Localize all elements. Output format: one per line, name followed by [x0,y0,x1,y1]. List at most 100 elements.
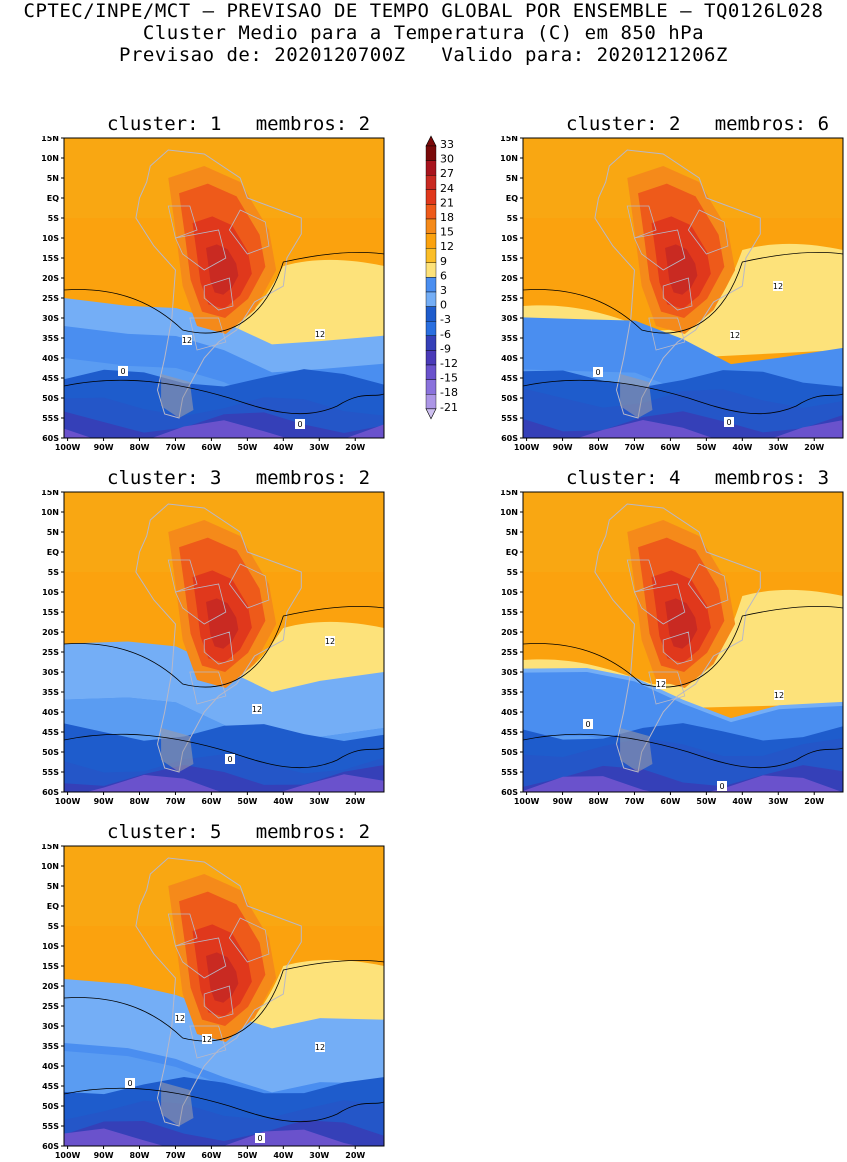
band-minus12-minus9 [64,1128,384,1146]
lon-label: 40W [273,443,293,452]
lon-label: 20W [804,443,824,452]
map-panel-1: 15N 10N 5N EQ 5S 10S 15S 20S 25S 30S 35S 40S 45S 50S 5… [41,136,385,452]
lon-label: 50W [237,443,257,452]
colorbar-swatch [425,277,437,293]
lat-label: 5S [507,214,519,223]
lon-label: 20W [804,797,824,806]
lat-label: 40S [42,1062,59,1071]
colorbar-label: 30 [440,153,454,166]
lat-label: 40S [42,708,59,717]
lon-label: 60W [201,1151,221,1160]
colorbar-label: -6 [440,328,451,341]
band-minus12-minus9 [523,420,843,438]
lat-label: 10N [500,508,518,517]
colorbar-label: 3 [440,284,447,297]
lat-label: 5S [507,568,519,577]
lat-label: 5N [47,882,59,891]
border-4 [626,205,657,239]
colorbar-swatch [425,379,437,395]
contour-label: 12 [773,282,783,291]
lat-label: 10S [501,588,518,597]
border-1 [633,229,686,271]
contour-label: 0 [719,782,724,791]
lat-label: 5N [47,174,59,183]
lat-label: 30S [42,668,59,677]
contour-0 [523,733,843,769]
contour-label-bg [717,781,727,791]
contour-0 [64,379,384,415]
lat-label: 50S [501,394,518,403]
colorbar-swatch [425,350,437,366]
panel-title-2: cluster: 2 membros: 6 [566,113,830,135]
lat-label: 5N [47,528,59,537]
contour-12 [523,252,843,334]
colorbar-label: -9 [440,342,451,355]
border-2 [648,317,686,351]
lat-label: 40S [501,708,518,717]
lon-label: 80W [130,1151,150,1160]
colorbar-label: -12 [440,357,458,370]
colorbar-bottom-arrow [425,408,437,420]
contour-label: 0 [726,418,731,427]
lat-label: 45S [42,1082,59,1091]
lat-label: EQ [47,548,59,557]
border-3 [228,209,270,255]
lat-label: 60S [501,788,518,797]
lat-label: 20S [42,628,59,637]
contour-12 [64,252,384,334]
lat-label: 50S [42,394,59,403]
lat-label: 40S [501,354,518,363]
lat-label: 45S [42,728,59,737]
patagonia [161,728,194,772]
map-frame [63,491,385,793]
lon-label: 70W [165,1151,185,1160]
lat-label: 20S [501,274,518,283]
lat-label: 35S [501,334,518,343]
border-0 [203,631,234,665]
lon-label: 80W [589,443,609,452]
lon-label: 80W [589,797,609,806]
colorbar-label: 21 [440,196,454,209]
lon-label: 90W [553,797,573,806]
header-line-3: Previsao de: 2020120700Z Valido para: 20… [119,44,728,66]
lon-label: 60W [201,443,221,452]
colorbar-swatch [425,175,437,191]
lat-label: 40S [42,354,59,363]
border-2 [189,1025,227,1059]
lat-label: 5N [506,174,518,183]
lat-label: 35S [42,688,59,697]
lat-label: 30S [501,314,518,323]
patagonia [161,1082,194,1126]
lat-label: 15S [42,962,59,971]
map-frame [63,137,385,439]
lon-label: 30W [768,443,788,452]
lat-label: 55S [501,414,518,423]
contour-label-bg [225,754,235,764]
colorbar-swatch [425,320,437,336]
lon-label: 80W [130,797,150,806]
contour-label-bg [315,329,325,339]
map-panel-4: 15N 10N 5N EQ 5S 10S 15S 20S 25S 30S 35S 40S 45S 50S 5… [500,490,844,806]
lon-label: 20W [345,443,365,452]
colorbar-swatch [425,262,437,278]
lat-label: 15N [500,136,518,143]
lon-label: 60W [660,797,680,806]
contour-label: 12 [774,691,784,700]
band-minus12-minus9 [523,775,843,792]
lat-label: 10S [42,942,59,951]
lat-label: 20S [501,628,518,637]
lat-label: 60S [42,1142,59,1151]
border-1 [174,583,227,625]
border-3 [687,563,729,609]
coastline [135,857,302,1127]
coastline [135,149,302,419]
colorbar-label: 15 [440,226,454,239]
lat-label: 15S [501,254,518,263]
lat-label: 15N [41,844,59,851]
contour-12 [64,960,384,1042]
lon-label: 90W [553,443,573,452]
colorbar-label: 12 [440,240,454,253]
colorbar-swatch [425,291,437,307]
colorbar-label: -21 [440,401,458,414]
lat-label: 35S [42,1042,59,1051]
